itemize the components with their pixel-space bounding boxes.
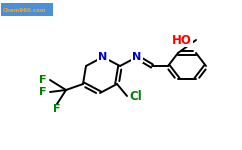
Text: F: F xyxy=(39,87,47,97)
Text: N: N xyxy=(98,52,108,62)
Text: F: F xyxy=(39,75,47,85)
Text: HO: HO xyxy=(172,33,192,46)
Text: F: F xyxy=(53,104,61,114)
Text: Chem960.com: Chem960.com xyxy=(3,8,46,12)
FancyBboxPatch shape xyxy=(1,3,53,16)
Text: N: N xyxy=(132,52,142,62)
Text: Cl: Cl xyxy=(129,90,142,102)
